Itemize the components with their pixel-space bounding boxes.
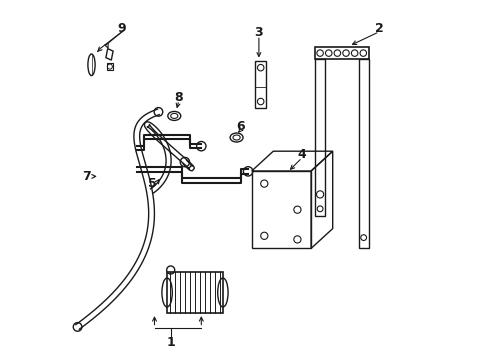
Text: 9: 9: [118, 22, 126, 35]
Bar: [255, 61, 265, 108]
Text: 1: 1: [166, 336, 175, 349]
Bar: [314, 47, 368, 59]
Text: 3: 3: [254, 26, 263, 39]
Text: 6: 6: [236, 120, 244, 133]
Text: 4: 4: [297, 148, 306, 161]
Text: 2: 2: [374, 22, 383, 35]
Text: 8: 8: [174, 91, 183, 104]
Bar: [358, 59, 368, 248]
Bar: [251, 171, 310, 248]
Bar: [314, 59, 325, 216]
Text: 5: 5: [148, 177, 157, 190]
Text: 7: 7: [82, 170, 91, 183]
Bar: [167, 272, 223, 313]
Bar: [106, 63, 113, 70]
